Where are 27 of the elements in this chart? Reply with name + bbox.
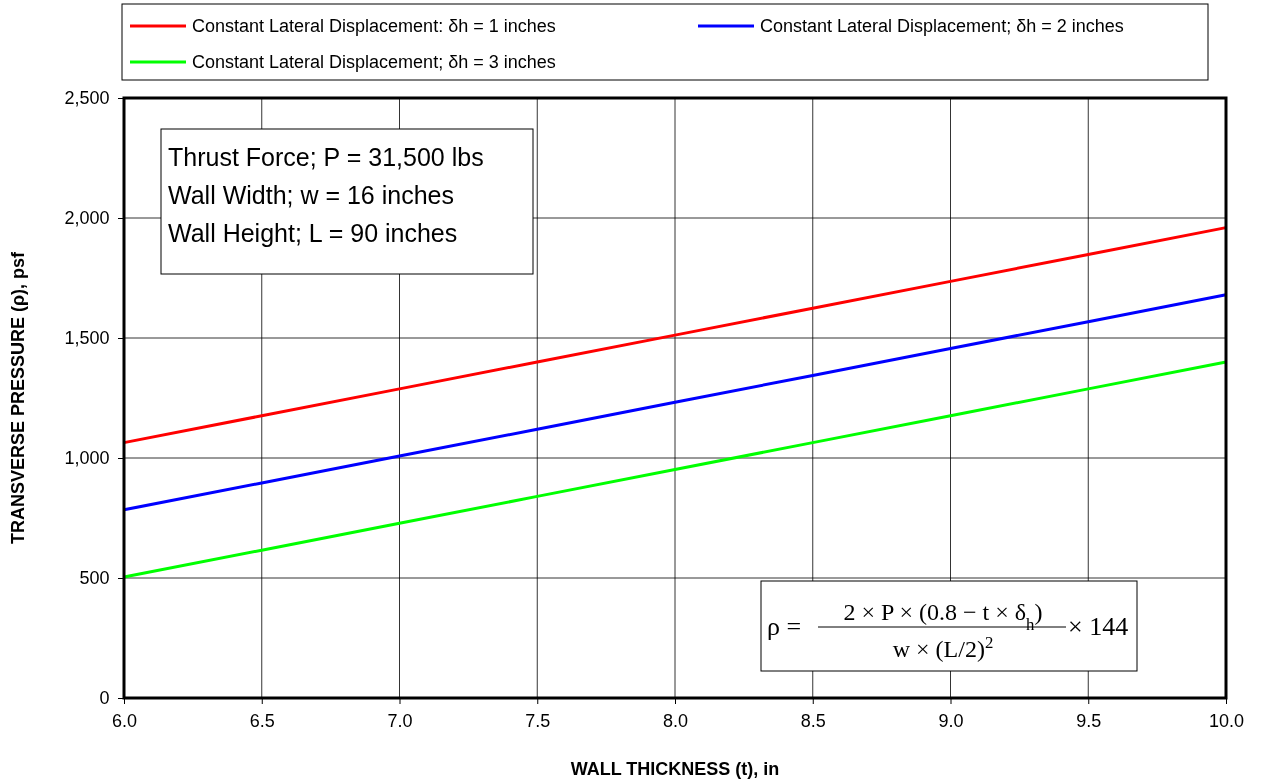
annotation: Thrust Force; P = 31,500 lbs xyxy=(168,143,484,171)
legend-label: Constant Lateral Displacement; δh = 2 inches xyxy=(760,16,1124,36)
annotation: 2 × P × (0.8 − t × δ$_{h}$) xyxy=(843,599,1043,634)
x-axis-title: WALL THICKNESS (t), in xyxy=(570,759,780,779)
annotation: w × (L/2)$^{2}$ xyxy=(892,632,994,662)
annotation: Wall Width; w = 16 inches xyxy=(168,181,454,209)
y-tick-label: 500 xyxy=(79,568,110,589)
x-tick-label: 10.0 xyxy=(1208,710,1245,731)
x-tick-label: 6.0 xyxy=(111,710,138,731)
y-tick-label: 1,000 xyxy=(64,448,110,469)
x-tick-label: 7.0 xyxy=(387,710,413,731)
y-axis-title: TRANSVERSE PRESSURE (ρ), psf xyxy=(8,250,28,545)
x-tick-label: 8.5 xyxy=(800,710,826,731)
x-tick-label: 6.5 xyxy=(249,710,275,731)
x-tick-label: 7.5 xyxy=(525,710,551,731)
annotation: ρ = xyxy=(767,612,802,641)
y-tick-label: 1,500 xyxy=(64,328,110,349)
legend-label: Constant Lateral Displacement: δh = 1 inches xyxy=(192,16,556,36)
legend-label: Constant Lateral Displacement; δh = 3 inches xyxy=(192,52,556,72)
x-tick-label: 8.0 xyxy=(662,710,689,731)
annotation: Wall Height; L = 90 inches xyxy=(168,219,458,247)
x-tick-label: 9.0 xyxy=(938,710,964,731)
y-tick-label: 0 xyxy=(99,688,110,709)
y-tick-label: 2,000 xyxy=(64,208,110,229)
x-tick-label: 9.5 xyxy=(1076,710,1102,731)
annotation: × 144 xyxy=(1068,612,1129,641)
y-tick-label: 2,500 xyxy=(64,88,110,109)
